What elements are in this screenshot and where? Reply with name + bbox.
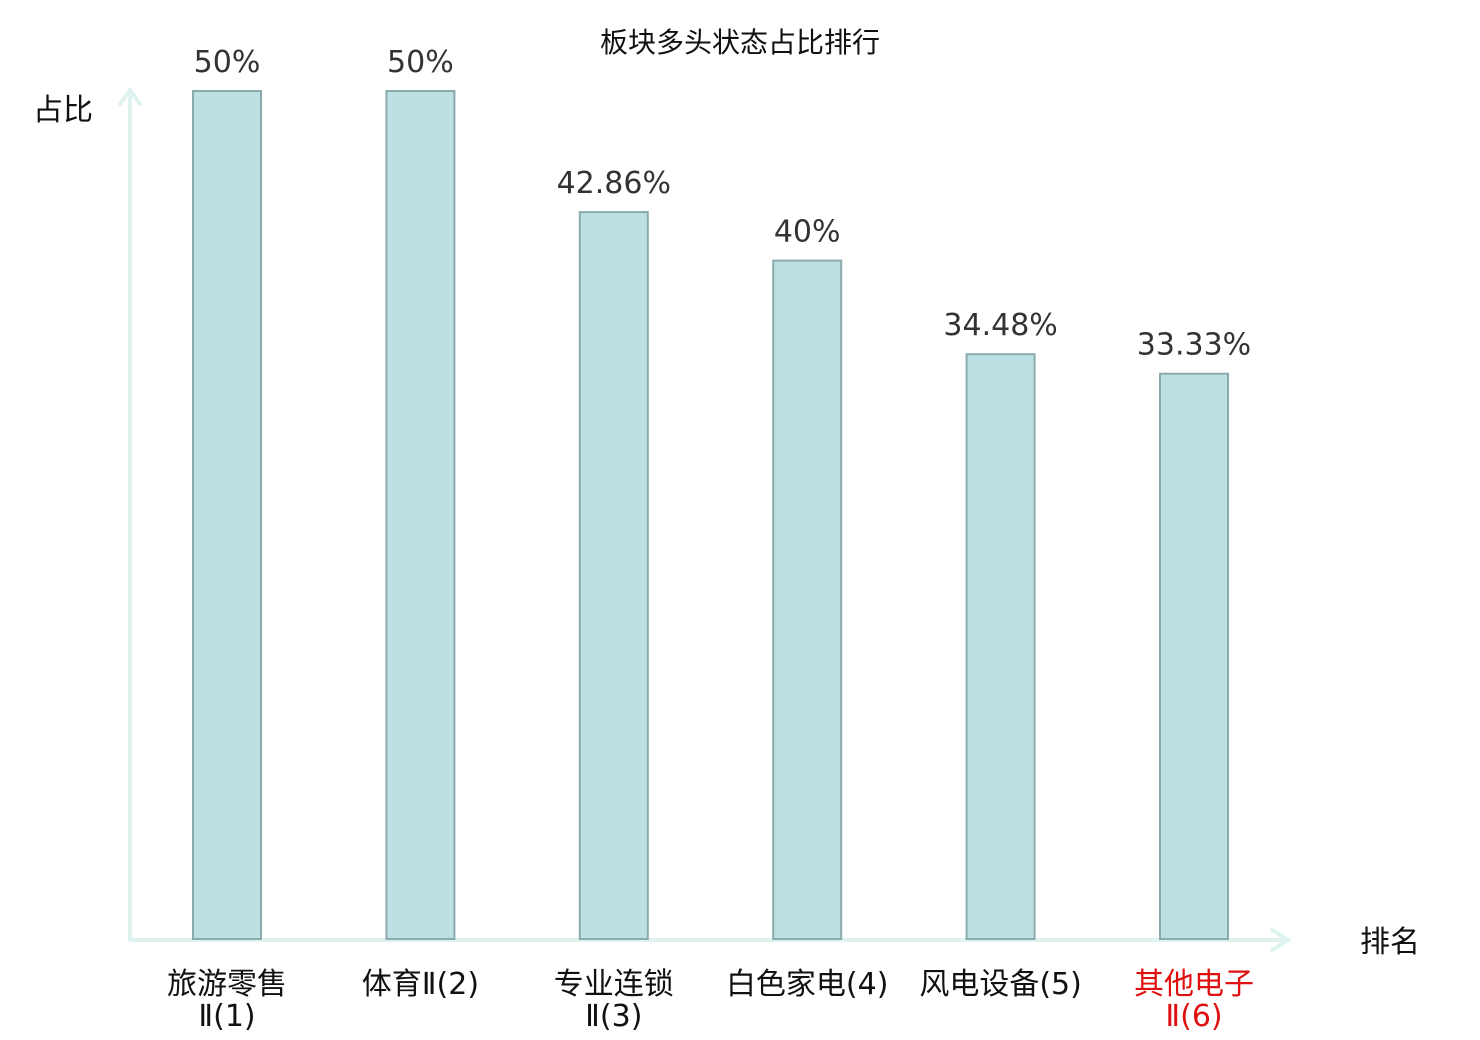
value-label-3: 42.86%: [557, 166, 671, 201]
category-label-1-line-2: Ⅱ(1): [198, 999, 255, 1034]
value-label-6: 33.33%: [1137, 328, 1251, 363]
bars-group: [192, 90, 1229, 941]
x-axis-arrow: [1270, 928, 1292, 952]
bar-1: [192, 90, 262, 940]
category-label-2-line-1: 体育Ⅱ(2): [362, 967, 479, 1002]
value-label-2: 50%: [387, 45, 454, 80]
bar-3: [578, 211, 649, 940]
y-axis-label: 占比: [33, 93, 93, 128]
category-label-5-line-1: 风电设备(5): [919, 967, 1082, 1002]
chart-title: 板块多头状态占比排行: [600, 26, 880, 59]
category-label-4-line-1: 白色家电(4): [726, 967, 889, 1002]
x-axis-label: 排名: [1360, 925, 1420, 960]
bar-5: [965, 353, 1036, 941]
value-labels-group: 50% 50% 42.86% 40% 34.48% 33.33%: [194, 45, 1252, 363]
category-label-6-line-1: 其他电子: [1134, 967, 1254, 1002]
bar-4: [772, 259, 843, 941]
y-axis-arrow: [118, 86, 142, 106]
category-label-3-line-1: 专业连锁: [554, 967, 674, 1002]
value-label-4: 40%: [774, 215, 841, 250]
value-label-1: 50%: [194, 45, 261, 80]
value-label-5: 34.48%: [943, 308, 1057, 343]
category-label-1-line-1: 旅游零售: [167, 967, 287, 1002]
category-label-6-line-2: Ⅱ(6): [1165, 999, 1222, 1034]
bar-2: [385, 90, 456, 940]
bar-6: [1159, 372, 1229, 940]
category-label-3-line-2: Ⅱ(3): [585, 999, 642, 1034]
